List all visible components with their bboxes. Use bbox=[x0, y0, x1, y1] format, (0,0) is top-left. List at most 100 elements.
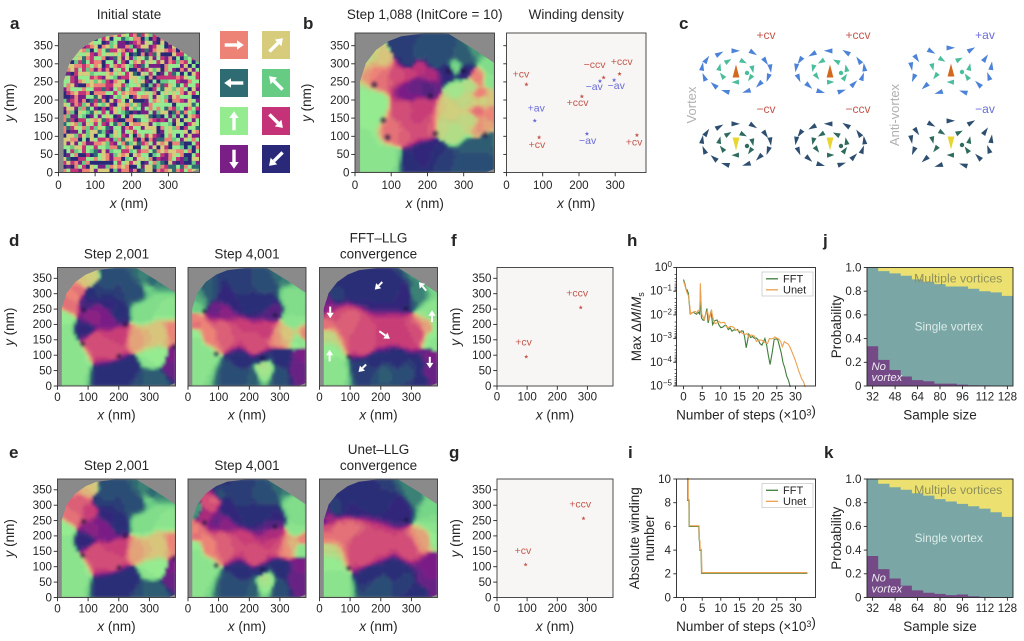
svg-text:x (nm): x (nm) bbox=[96, 408, 135, 423]
svg-text:0: 0 bbox=[680, 602, 686, 615]
svg-text:48: 48 bbox=[889, 602, 902, 615]
svg-text:25: 25 bbox=[770, 602, 783, 615]
svg-text:200: 200 bbox=[33, 530, 52, 543]
svg-text:0.4: 0.4 bbox=[845, 332, 862, 345]
svg-text:200: 200 bbox=[122, 179, 141, 192]
svg-text:200: 200 bbox=[472, 530, 491, 543]
svg-text:100: 100 bbox=[85, 179, 104, 192]
svg-text:200: 200 bbox=[548, 391, 567, 404]
svg-text:300: 300 bbox=[472, 499, 491, 512]
svg-text:350: 350 bbox=[33, 484, 52, 497]
svg-text:Multiple vortices: Multiple vortices bbox=[914, 272, 1002, 286]
svg-text:Initial state: Initial state bbox=[97, 7, 162, 22]
svg-text:100: 100 bbox=[340, 603, 359, 616]
svg-text:FFT: FFT bbox=[783, 485, 803, 497]
svg-text:Multiple vortices: Multiple vortices bbox=[914, 483, 1002, 497]
svg-text:Single vortex: Single vortex bbox=[915, 320, 983, 334]
svg-text:100: 100 bbox=[472, 349, 491, 362]
svg-text:x (nm): x (nm) bbox=[556, 196, 595, 211]
svg-text:0: 0 bbox=[316, 603, 322, 616]
svg-text:Step 1,088 (InitCore = 10): Step 1,088 (InitCore = 10) bbox=[347, 7, 503, 22]
svg-text:+ccv: +ccv bbox=[611, 56, 634, 68]
svg-text:50: 50 bbox=[39, 364, 52, 377]
svg-text:200: 200 bbox=[240, 603, 259, 616]
svg-text:150: 150 bbox=[472, 545, 491, 558]
svg-text:4: 4 bbox=[665, 544, 672, 557]
svg-text:0: 0 bbox=[46, 591, 52, 604]
svg-text:128: 128 bbox=[998, 391, 1017, 404]
svg-text:300: 300 bbox=[330, 58, 349, 71]
svg-text:x (nm): x (nm) bbox=[535, 408, 574, 423]
svg-text:0: 0 bbox=[54, 603, 60, 616]
svg-text:0.4: 0.4 bbox=[845, 544, 862, 557]
svg-text:300: 300 bbox=[33, 499, 52, 512]
svg-text:Probability: Probability bbox=[829, 506, 844, 569]
svg-text:h: h bbox=[627, 231, 637, 250]
svg-text:100: 100 bbox=[517, 391, 536, 404]
svg-text:+ccv: +ccv bbox=[566, 287, 589, 299]
svg-text:0: 0 bbox=[185, 391, 191, 404]
svg-text:y (nm): y (nm) bbox=[2, 84, 17, 123]
svg-text:250: 250 bbox=[472, 303, 491, 316]
svg-text:300: 300 bbox=[578, 602, 597, 615]
svg-text:+av: +av bbox=[975, 28, 995, 42]
svg-text:112: 112 bbox=[976, 602, 994, 615]
svg-text:+ccv: +ccv bbox=[567, 97, 590, 109]
svg-text:300: 300 bbox=[606, 179, 625, 192]
svg-text:200: 200 bbox=[472, 318, 491, 331]
svg-text:0: 0 bbox=[485, 380, 491, 393]
svg-text:0: 0 bbox=[54, 391, 60, 404]
svg-text:x (nm): x (nm) bbox=[227, 619, 266, 634]
svg-text:Sample size: Sample size bbox=[903, 408, 977, 423]
svg-text:100: 100 bbox=[209, 391, 228, 404]
svg-text:y (nm): y (nm) bbox=[2, 519, 17, 558]
svg-text:96: 96 bbox=[956, 602, 969, 615]
svg-text:0: 0 bbox=[680, 391, 686, 404]
svg-text:f: f bbox=[451, 231, 457, 250]
svg-text:0.2: 0.2 bbox=[845, 356, 861, 369]
svg-text:i: i bbox=[628, 443, 633, 462]
svg-text:30: 30 bbox=[789, 391, 802, 404]
svg-text:convergence: convergence bbox=[340, 247, 417, 262]
svg-text:150: 150 bbox=[33, 334, 52, 347]
svg-text:y (nm): y (nm) bbox=[2, 308, 17, 347]
svg-text:15: 15 bbox=[733, 391, 746, 404]
svg-text:−ccv: −ccv bbox=[584, 59, 607, 71]
svg-text:6: 6 bbox=[665, 520, 671, 533]
svg-text:200: 200 bbox=[109, 603, 128, 616]
svg-text:0.8: 0.8 bbox=[845, 285, 861, 298]
svg-text:200: 200 bbox=[569, 179, 588, 192]
svg-text:64: 64 bbox=[911, 602, 924, 615]
svg-text:10: 10 bbox=[658, 473, 671, 486]
svg-text:y (nm): y (nm) bbox=[299, 84, 314, 123]
svg-text:vortex: vortex bbox=[872, 584, 903, 596]
svg-text:8: 8 bbox=[665, 497, 671, 510]
svg-text:x (nm): x (nm) bbox=[96, 619, 135, 634]
svg-text:1.0: 1.0 bbox=[845, 261, 861, 274]
svg-text:FFT: FFT bbox=[783, 273, 803, 285]
svg-text:100: 100 bbox=[33, 561, 52, 574]
svg-text:200: 200 bbox=[34, 94, 53, 107]
svg-text:300: 300 bbox=[140, 603, 159, 616]
svg-text:+cv: +cv bbox=[756, 28, 775, 42]
svg-text:50: 50 bbox=[479, 576, 492, 589]
svg-text:0: 0 bbox=[316, 391, 322, 404]
svg-text:−av: −av bbox=[579, 135, 597, 147]
svg-text:250: 250 bbox=[33, 303, 52, 316]
svg-text:0: 0 bbox=[343, 166, 349, 179]
svg-text:x (nm): x (nm) bbox=[405, 196, 444, 211]
svg-text:b: b bbox=[303, 14, 313, 33]
svg-text:0: 0 bbox=[494, 391, 500, 404]
svg-text:Step 4,001: Step 4,001 bbox=[214, 247, 279, 262]
svg-text:200: 200 bbox=[418, 179, 437, 192]
svg-text:Number of steps (×103): Number of steps (×103) bbox=[676, 615, 816, 634]
svg-text:128: 128 bbox=[998, 602, 1017, 615]
svg-text:+cv: +cv bbox=[515, 545, 532, 557]
svg-text:y (nm): y (nm) bbox=[448, 308, 463, 347]
svg-text:100: 100 bbox=[472, 561, 491, 574]
svg-text:100: 100 bbox=[33, 349, 52, 362]
svg-text:0.6: 0.6 bbox=[845, 309, 861, 322]
svg-text:Step 2,001: Step 2,001 bbox=[84, 247, 149, 262]
svg-text:25: 25 bbox=[770, 391, 783, 404]
svg-text:200: 200 bbox=[33, 318, 52, 331]
